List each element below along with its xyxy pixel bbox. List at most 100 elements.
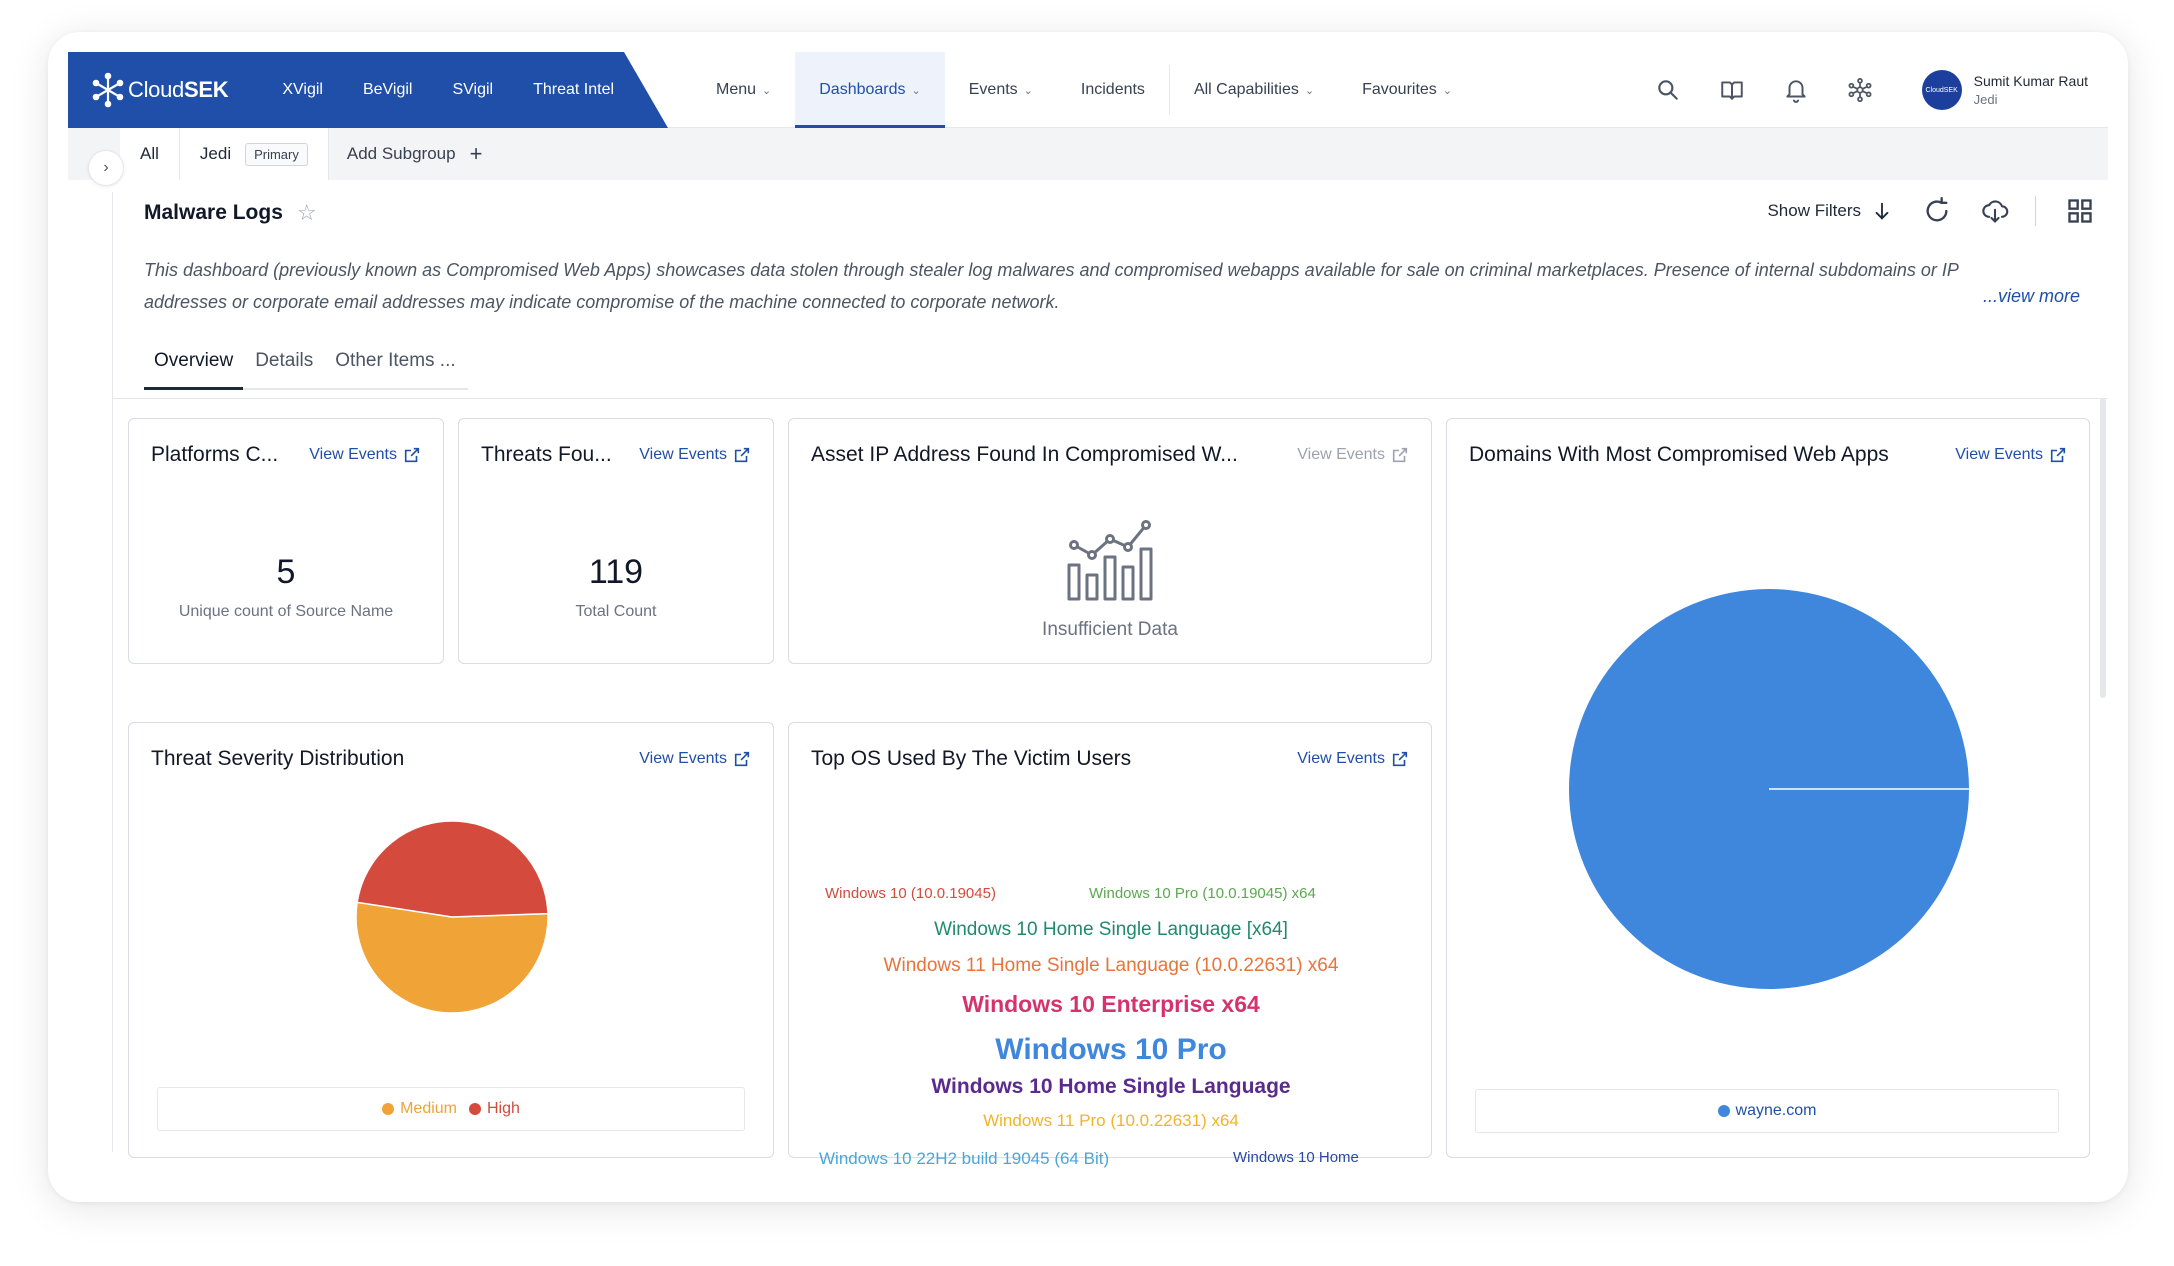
- view-events-label: View Events: [1955, 446, 2043, 463]
- integrations-button[interactable]: [1828, 77, 1892, 103]
- external-link-icon: [1392, 751, 1408, 767]
- snowflake-icon: [92, 72, 124, 108]
- stat-label: Total Count: [575, 603, 657, 620]
- cloud-download-icon: [1982, 200, 2009, 223]
- primary-badge: Primary: [245, 142, 308, 166]
- star-icon[interactable]: ☆: [296, 200, 317, 225]
- stat-value: 119: [588, 553, 644, 591]
- dashboard-tabs: Overview Details Other Items ...: [144, 350, 468, 390]
- word-cloud-item[interactable]: Windows 10 Home Single Language: [931, 1075, 1291, 1098]
- user-name: Sumit Kumar Raut: [1973, 73, 2088, 89]
- chevron-down-icon: ⌄: [762, 84, 772, 97]
- pie-slice-high[interactable]: [356, 820, 549, 918]
- os-word-cloud: Windows 10 (10.0.19045) Windows 10 Pro (1…: [789, 723, 1433, 1168]
- dashboard-toolbar: Show Filters: [1767, 196, 2094, 226]
- subgroup-bar: All Jedi Primary Add Subgroup +: [68, 128, 2108, 180]
- word-cloud-item[interactable]: Windows 10 Home Single Language [x64]: [934, 919, 1288, 940]
- page-title: Malware Logs: [144, 201, 283, 224]
- subgroup-jedi[interactable]: Jedi Primary: [179, 128, 329, 180]
- add-subgroup-button[interactable]: Add Subgroup +: [329, 128, 501, 180]
- view-more-link[interactable]: ...view more: [1982, 286, 2080, 306]
- nav-xvigil[interactable]: XVigil: [282, 81, 323, 98]
- word-cloud-item[interactable]: Windows 10 22H2 build 19045 (64 Bit): [819, 1149, 1110, 1168]
- nav-dashboards[interactable]: Dashboards ⌄: [795, 52, 945, 128]
- nav-dashboards-label: Dashboards: [819, 81, 906, 98]
- legend-item-wayne[interactable]: wayne.com: [1717, 1102, 1817, 1120]
- pie-slice-medium[interactable]: [355, 901, 549, 1014]
- view-events-link[interactable]: View Events: [639, 750, 751, 768]
- nav-svigil[interactable]: SVigil: [452, 81, 494, 98]
- add-subgroup-label: Add Subgroup: [346, 144, 456, 163]
- plus-icon: +: [469, 141, 483, 166]
- subgroup-all[interactable]: All: [120, 128, 180, 180]
- sidebar-expand-button[interactable]: ›: [88, 150, 124, 186]
- notifications-button[interactable]: [1764, 77, 1828, 103]
- show-filters-label: Show Filters: [1767, 201, 1861, 220]
- tab-other-items[interactable]: Other Items ...: [335, 350, 456, 371]
- word-cloud-item[interactable]: Windows 10 (10.0.19045): [825, 885, 996, 902]
- search-button[interactable]: [1636, 77, 1700, 103]
- chart-placeholder-icon: [1067, 520, 1153, 601]
- tab-overview[interactable]: Overview: [144, 350, 244, 390]
- user-org: Jedi: [1973, 92, 1998, 107]
- nav-incidents[interactable]: Incidents: [1057, 52, 1169, 128]
- cloudsek-logo[interactable]: CloudSEK: [90, 72, 229, 108]
- tab-details[interactable]: Details: [255, 350, 314, 371]
- card-title: Asset IP Address Found In Compromised W.…: [811, 443, 1238, 466]
- stat-value: 5: [276, 553, 296, 591]
- view-events-link[interactable]: View Events: [1297, 446, 1409, 464]
- view-events-label: View Events: [1297, 446, 1385, 463]
- nav-all-capabilities[interactable]: All Capabilities ⌄: [1170, 52, 1338, 128]
- card-title: Domains With Most Compromised Web Apps: [1469, 443, 1889, 466]
- arrow-down-icon: [1875, 202, 1889, 220]
- top-os-card: Top OS Used By The Victim Users View Eve…: [788, 722, 1433, 1168]
- word-cloud-item[interactable]: Windows 10 Pro (10.0.19045) x64: [1089, 885, 1316, 902]
- severity-pie-chart: [355, 820, 549, 1014]
- download-button[interactable]: [1981, 197, 2009, 225]
- network-icon: [1848, 77, 1872, 103]
- card-title: Threat Severity Distribution: [151, 747, 405, 770]
- word-cloud-item[interactable]: Windows 10 Home: [1233, 1149, 1359, 1166]
- nav-menu[interactable]: Menu ⌄: [692, 52, 795, 128]
- legend-label: wayne.com: [1735, 1102, 1817, 1119]
- word-cloud-item[interactable]: Windows 11 Home Single Language (10.0.22…: [883, 955, 1339, 976]
- chevron-down-icon: ⌄: [1304, 84, 1315, 97]
- nav-events[interactable]: Events ⌄: [945, 52, 1057, 128]
- legend-item-high[interactable]: High: [469, 1100, 520, 1118]
- docs-button[interactable]: [1700, 77, 1764, 103]
- show-filters-button[interactable]: Show Filters: [1767, 200, 1893, 222]
- content-divider: [112, 398, 2108, 399]
- view-events-link[interactable]: View Events: [1955, 446, 2067, 464]
- logo-text: CloudSEK: [128, 77, 229, 102]
- legend-item-medium[interactable]: Medium: [382, 1100, 457, 1118]
- layout-button[interactable]: [2066, 197, 2094, 225]
- severity-card: Threat Severity Distribution View Events…: [128, 722, 774, 1158]
- word-cloud-item[interactable]: Windows 11 Pro (10.0.22631) x64: [983, 1111, 1239, 1130]
- chevron-down-icon: ⌄: [911, 84, 921, 97]
- stat-label: Unique count of Source Name: [178, 603, 394, 620]
- external-link-icon: [404, 447, 420, 463]
- chevron-down-icon: ⌄: [1023, 84, 1033, 97]
- word-cloud-item[interactable]: Windows 10 Pro: [995, 1033, 1227, 1066]
- view-events-link[interactable]: View Events: [639, 446, 751, 464]
- subgroup-jedi-label: Jedi: [199, 144, 232, 163]
- view-events-link[interactable]: View Events: [309, 446, 421, 464]
- nav-menu-label: Menu: [716, 81, 757, 98]
- book-icon: [1720, 81, 1743, 100]
- scrollbar[interactable]: [2100, 398, 2106, 698]
- domains-legend: wayne.com: [1475, 1089, 2059, 1133]
- nav-threat-intel[interactable]: Threat Intel: [533, 81, 615, 98]
- view-events-link[interactable]: View Events: [1297, 750, 1409, 768]
- view-events-label: View Events: [639, 750, 727, 767]
- view-events-label: View Events: [1297, 750, 1385, 767]
- word-cloud-item[interactable]: Windows 10 Enterprise x64: [962, 991, 1260, 1017]
- refresh-icon: [1926, 197, 1948, 222]
- user-menu[interactable]: CloudSEK Sumit Kumar Raut Jedi: [1921, 70, 2088, 110]
- nav-favourites[interactable]: Favourites ⌄: [1338, 52, 1476, 128]
- refresh-button[interactable]: [1923, 197, 1951, 225]
- view-events-label: View Events: [639, 446, 727, 463]
- nav-bevigil[interactable]: BeVigil: [362, 81, 413, 98]
- card-title: Threats Fou...: [481, 443, 612, 466]
- nav-divider: [1168, 65, 1170, 115]
- domains-card: Domains With Most Compromised Web Apps V…: [1446, 418, 2090, 1158]
